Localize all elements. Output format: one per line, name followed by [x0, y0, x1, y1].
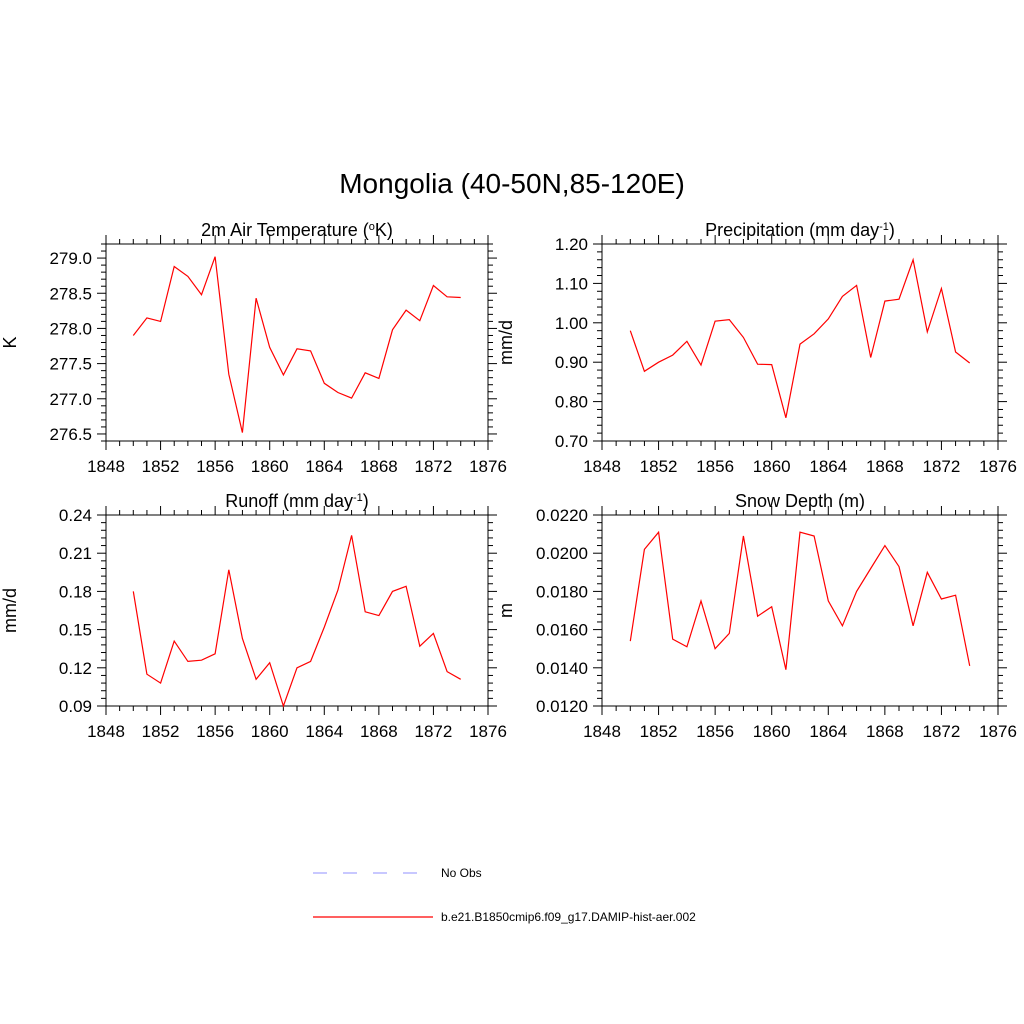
x-tick-label: 1868 [866, 722, 904, 741]
x-tick-label: 1860 [251, 722, 289, 741]
y-tick-label: 0.21 [59, 544, 92, 563]
y-axis-label: m [496, 603, 516, 618]
y-tick-label: 278.5 [49, 284, 92, 303]
y-tick-label: 0.0200 [536, 544, 588, 563]
x-tick-label: 1856 [196, 457, 234, 476]
series-line [629, 530, 971, 670]
panel-snow-depth: 1848 1852 1856 1860 1864 1868 1872 1876 0.0120 0.… [496, 491, 1017, 741]
legend: No Obs b.e21.B1850cmip6.f09_g17.DAMIP-hi… [313, 866, 696, 924]
y-tick-label: 0.90 [555, 353, 588, 372]
legend-label-no-obs: No Obs [441, 866, 482, 880]
y-tick-label: 0.0160 [536, 621, 588, 640]
y-tick-label: 0.80 [555, 393, 588, 412]
x-tick-label: 1860 [753, 457, 791, 476]
x-tick-label: 1856 [696, 722, 734, 741]
x-tick-label: 1848 [87, 457, 125, 476]
x-tick-label: 1872 [415, 722, 453, 741]
y-tick-label: 0.24 [59, 506, 92, 525]
y-tick-label: 0.0120 [536, 697, 588, 716]
x-tick-label: 1864 [809, 457, 847, 476]
x-tick-label: 1856 [196, 722, 234, 741]
x-tick-label: 1848 [87, 722, 125, 741]
y-axis-label: mm/d [0, 588, 20, 633]
y-axis-label: mm/d [496, 320, 516, 365]
x-tick-label: 1876 [469, 722, 507, 741]
x-tick-label: 1868 [360, 457, 398, 476]
panel-runoff: 1848 1852 1856 1860 1864 1868 1872 1876 0.09 0.12… [0, 491, 507, 741]
x-tick-label: 1876 [469, 457, 507, 476]
series-line [629, 257, 971, 418]
panel-title: Snow Depth (m) [735, 491, 865, 511]
panel-title: 2m Air Temperature (oK) [201, 220, 393, 240]
x-tick-label: 1860 [251, 457, 289, 476]
figure-title: Mongolia (40-50N,85-120E) [339, 168, 685, 199]
x-tick-label: 1864 [809, 722, 847, 741]
x-tick-label: 1860 [753, 722, 791, 741]
panel-title: Runoff (mm day-1) [225, 491, 369, 511]
y-tick-label: 276.5 [49, 425, 92, 444]
x-tick-label: 1872 [415, 457, 453, 476]
y-tick-label: 0.0140 [536, 659, 588, 678]
series-line [132, 535, 461, 708]
plot-frame [105, 514, 489, 707]
y-tick-label: 0.12 [59, 659, 92, 678]
x-tick-label: 1852 [142, 457, 180, 476]
y-tick-label: 0.09 [59, 697, 92, 716]
y-tick-label: 0.15 [59, 621, 92, 640]
x-tick-label: 1864 [305, 722, 343, 741]
panel-air-temperature: 1848 1852 1856 1860 1864 1868 1872 1876 276.5 277… [0, 220, 507, 476]
x-tick-label: 1848 [583, 722, 621, 741]
x-tick-label: 1856 [696, 457, 734, 476]
y-tick-label: 1.10 [555, 274, 588, 293]
plot-frame [601, 514, 999, 707]
y-tick-label: 279.0 [49, 249, 92, 268]
series-line [132, 256, 461, 433]
x-tick-label: 1852 [640, 457, 678, 476]
x-tick-label: 1872 [923, 722, 961, 741]
y-tick-label: 1.20 [555, 235, 588, 254]
y-tick-label: 0.0180 [536, 582, 588, 601]
plot-frame [105, 243, 489, 442]
x-tick-label: 1852 [640, 722, 678, 741]
y-tick-label: 0.0220 [536, 506, 588, 525]
x-tick-label: 1868 [866, 457, 904, 476]
x-tick-label: 1864 [305, 457, 343, 476]
x-tick-label: 1868 [360, 722, 398, 741]
panel-precipitation: 1848 1852 1856 1860 1864 1868 1872 1876 0.70 0.80… [496, 220, 1017, 476]
y-tick-label: 278.0 [49, 319, 92, 338]
x-tick-label: 1876 [979, 457, 1017, 476]
legend-label-model: b.e21.B1850cmip6.f09_g17.DAMIP-hist-aer.… [441, 910, 696, 924]
plot-frame [601, 243, 999, 442]
x-tick-label: 1872 [923, 457, 961, 476]
y-tick-label: 1.00 [555, 314, 588, 333]
x-tick-label: 1852 [142, 722, 180, 741]
x-tick-label: 1848 [583, 457, 621, 476]
y-tick-label: 0.18 [59, 582, 92, 601]
y-tick-label: 277.0 [49, 390, 92, 409]
y-axis-label: K [0, 336, 20, 348]
panel-title: Precipitation (mm day-1) [705, 220, 895, 240]
y-tick-label: 0.70 [555, 432, 588, 451]
y-tick-label: 277.5 [49, 355, 92, 374]
x-tick-label: 1876 [979, 722, 1017, 741]
